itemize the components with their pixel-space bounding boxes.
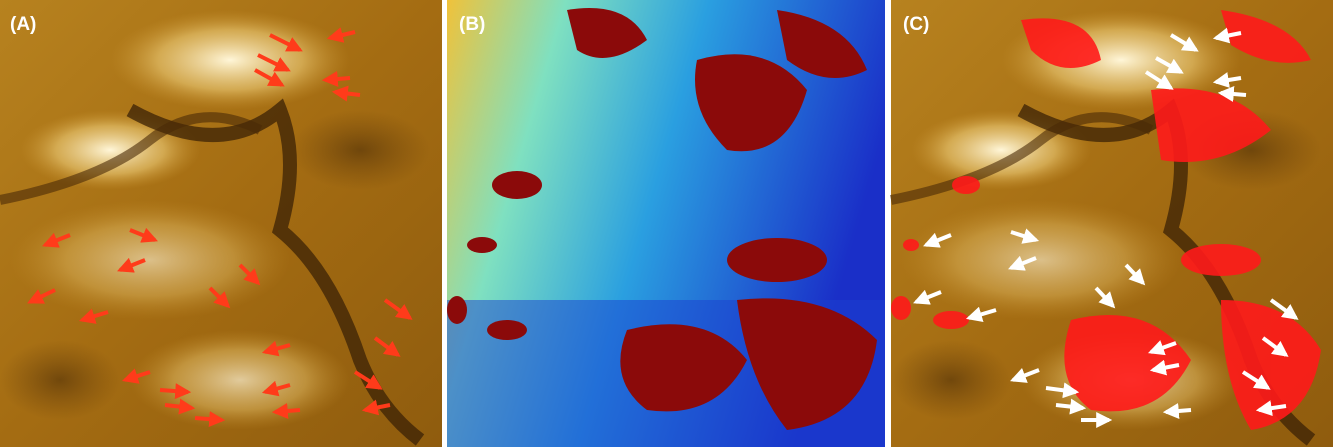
panel-label: (B) — [459, 14, 485, 35]
panel-b: (B) — [447, 0, 885, 447]
panel-label: (A) — [10, 14, 36, 35]
panel-c: (C) — [891, 0, 1333, 447]
figure: (A) (B) — [0, 0, 1333, 447]
panel-label: (C) — [903, 14, 929, 35]
panel-a: (A) — [0, 0, 442, 447]
